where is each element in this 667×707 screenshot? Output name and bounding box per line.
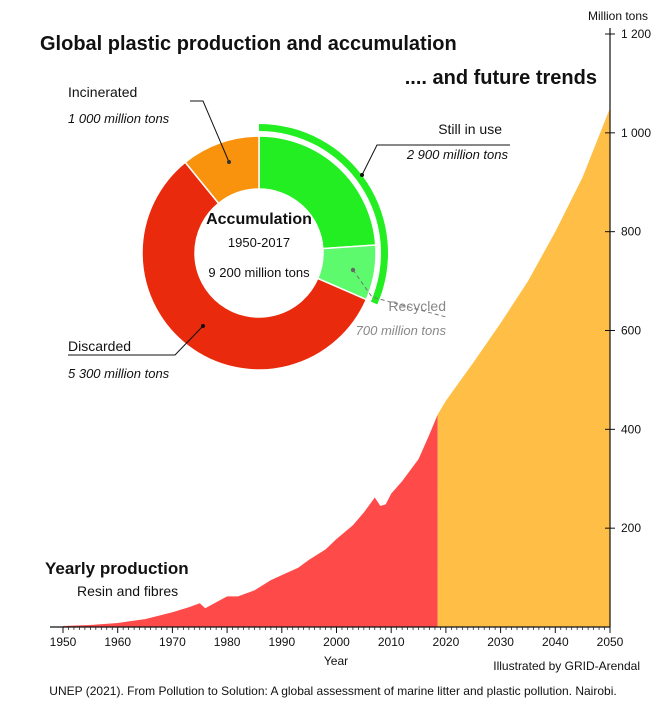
incinerated-label: Incinerated (68, 84, 137, 100)
x-tick-label: 2050 (597, 635, 624, 649)
x-tick-label: 2040 (542, 635, 569, 649)
recycled-leader-dot (350, 267, 356, 273)
x-tick-label: 2030 (487, 635, 514, 649)
recycled-label: Recycled (388, 298, 446, 314)
y-tick-label: 1 000 (621, 126, 651, 140)
yearly-production-title: Yearly production (45, 559, 189, 578)
illustrated-by: Illustrated by GRID-Arendal (493, 659, 640, 673)
subtitle: .... and future trends (405, 67, 597, 89)
yearly-production-subtitle: Resin and fibres (77, 583, 178, 599)
donut-period: 1950-2017 (228, 235, 290, 250)
discarded-label: Discarded (68, 338, 131, 354)
y-axis-label: Million tons (588, 9, 648, 23)
incinerated-leader (190, 100, 230, 163)
y-tick-label: 600 (621, 324, 641, 338)
still-in-use-value: 2 900 million tons (406, 147, 509, 162)
y-tick-label: 800 (621, 225, 641, 239)
donut-slice-still-in-use (258, 135, 377, 250)
donut-title: Accumulation (206, 211, 312, 228)
recycled-leader (352, 269, 447, 318)
donut-slice-incinerated (184, 135, 260, 205)
donut-slice-discarded (141, 161, 368, 371)
x-tick-label: 2010 (378, 635, 405, 649)
y-tick-label: 1 200 (621, 27, 651, 41)
discarded-leader-dot (201, 324, 205, 328)
still-in-use-outer-band (259, 124, 388, 305)
x-tick-label: 2020 (433, 635, 460, 649)
donut-total: 9 200 million tons (208, 265, 310, 280)
x-tick-label: 2000 (323, 635, 350, 649)
still-in-use-label: Still in use (438, 121, 502, 137)
area-layer (63, 108, 610, 628)
x-tick-label: 1990 (268, 635, 295, 649)
recycled-value: 700 million tons (356, 323, 447, 338)
discarded-leader (68, 325, 204, 356)
x-axis-label: Year (324, 654, 348, 668)
still-in-use-leader-dot (360, 173, 364, 177)
projected-production-area (437, 108, 610, 628)
incinerated-leader-dot (227, 160, 231, 164)
main-title: Global plastic production and accumulati… (40, 33, 457, 55)
source-credit: UNEP (2021). From Pollution to Solution:… (49, 684, 616, 698)
still-in-use-leader (361, 144, 510, 176)
y-tick-label: 200 (621, 521, 641, 535)
historic-production-area (63, 414, 438, 627)
x-tick-label: 1960 (104, 635, 131, 649)
x-tick-label: 1970 (159, 635, 186, 649)
incinerated-value: 1 000 million tons (68, 111, 170, 126)
axis-layer: 1950 1960 1970 1980 1990 2000 2010 2020 2030 2040… (50, 27, 652, 649)
x-tick-label: 1980 (214, 635, 241, 649)
y-tick-label: 400 (621, 422, 641, 436)
x-tick-label: 1950 (50, 635, 77, 649)
discarded-value: 5 300 million tons (68, 366, 170, 381)
donut-layer (141, 124, 388, 371)
